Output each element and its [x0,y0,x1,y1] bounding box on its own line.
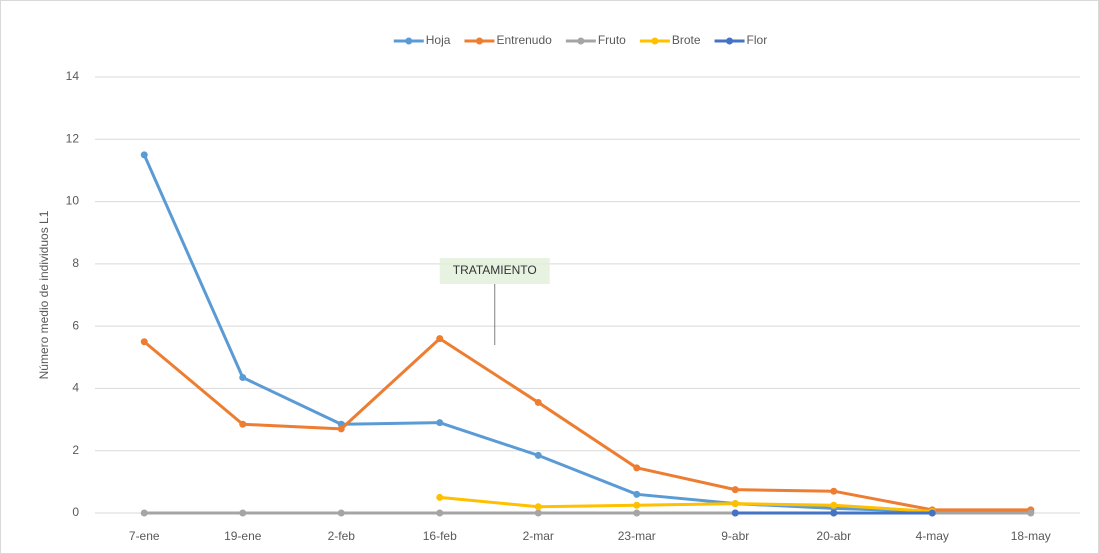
series-marker [534,503,542,511]
series-marker [534,509,542,517]
series-marker [337,509,345,517]
series-marker [140,338,148,346]
legend-marker [726,37,734,45]
series-marker [1027,509,1035,517]
series-marker [928,509,936,517]
y-tick-label: 4 [72,381,79,395]
annotation-box [439,258,550,284]
series-marker [830,509,838,517]
x-tick-label: 2-feb [328,529,356,543]
x-tick-label: 23-mar [618,529,656,543]
y-tick-label: 0 [72,505,79,519]
series-marker [731,509,739,517]
series-marker [436,509,444,517]
legend-marker [577,37,585,45]
series-line [143,337,1031,512]
series-marker [633,490,641,498]
series-line [142,154,1031,513]
x-tick-label: 20-abr [816,529,851,543]
series-marker [731,500,739,508]
legend-label: Hoja [426,33,451,47]
y-tick-label: 2 [72,443,79,457]
legend-marker [405,37,413,45]
x-tick-label: 9-abr [721,529,749,543]
series-marker [140,509,148,517]
y-tick-label: 6 [72,318,79,332]
x-tick-label: 16-feb [423,529,457,543]
series-marker [239,420,247,428]
x-tick-label: 4-may [916,529,949,543]
annotation: TRATAMIENTO [453,263,537,277]
y-tick-label: 8 [72,256,79,270]
series-marker [436,419,444,427]
series-marker [239,509,247,517]
legend-label: Entrenudo [496,33,552,47]
x-tick-label: 2-mar [523,529,554,543]
series-marker [633,509,641,517]
series-marker [534,398,542,406]
series-marker [830,487,838,495]
series-marker [633,501,641,509]
series-marker [534,451,542,459]
x-tick-label: 19-ene [224,529,262,543]
series-marker [633,464,641,472]
series-marker [436,493,444,501]
y-tick-label: 10 [66,194,80,208]
series-marker [140,151,148,159]
series-line [439,495,933,513]
x-tick-label: 7-ene [129,529,160,543]
legend-label: Fruto [598,33,626,47]
series-marker [337,425,345,433]
series-marker [830,501,838,509]
legend-marker [651,37,659,45]
y-tick-label: 14 [66,69,80,83]
legend-marker [475,37,483,45]
legend-label: Brote [672,33,701,47]
y-tick-label: 12 [66,131,80,145]
x-tick-label: 18-may [1011,529,1051,543]
legend-label: Flor [747,33,768,47]
y-axis-label: Número medio de individuos L1 [37,210,51,379]
series-marker [731,486,739,494]
series-marker [239,374,247,382]
series-marker [436,335,444,343]
